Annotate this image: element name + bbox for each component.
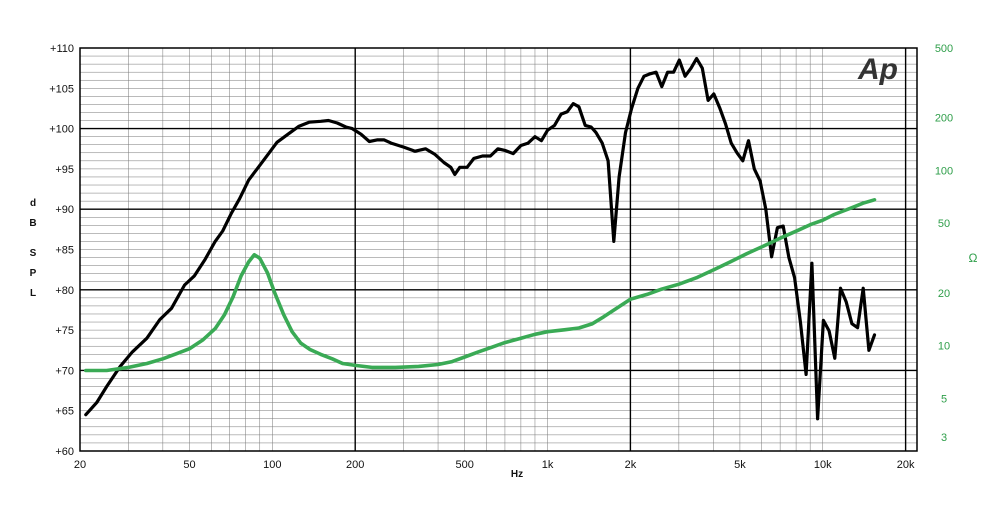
plot-frame (79, 47, 918, 452)
y2-tick-label: 50 (938, 218, 950, 230)
y-axis-label-letter: B (29, 218, 36, 229)
y-tick-label: +110 (50, 43, 74, 55)
x-tick-label: 20 (74, 459, 86, 471)
grid-fine (80, 48, 917, 451)
x-axis-label: Hz (511, 469, 523, 480)
y2-tick-labels: 3 5 10 20 50 100 200 500 (935, 43, 953, 444)
x-tick-label: 2k (625, 459, 637, 471)
y-axis-label: dB SPL (29, 198, 36, 299)
grid-major (80, 48, 917, 451)
y-tick-label: +70 (55, 365, 74, 377)
y-axis-label-letter: S (30, 248, 37, 259)
y-tick-label: +95 (55, 164, 74, 176)
y2-tick-label: 100 (935, 165, 953, 177)
x-tick-label: 5k (734, 459, 746, 471)
y2-tick-label: 20 (938, 288, 950, 300)
y-axis-label-letter: L (30, 288, 36, 299)
y-tick-label: +100 (49, 124, 74, 136)
x-tick-label: 1k (542, 459, 554, 471)
x-tick-label: 10k (814, 459, 832, 471)
x-tick-labels: 20 50 100 200 500 1k 2k 5k 10k 20k (74, 459, 915, 471)
y-tick-label: +65 (55, 406, 74, 418)
y-tick-label: +80 (55, 285, 74, 297)
y2-tick-label: 5 (941, 393, 947, 405)
y-axis-label-letter: P (30, 268, 37, 279)
y-tick-label: +85 (55, 245, 74, 257)
y2-tick-label: 200 (935, 113, 953, 125)
impedance-line (84, 198, 877, 373)
y2-tick-label: 500 (935, 43, 953, 55)
y2-tick-label: 10 (938, 341, 950, 353)
y-tick-label: +90 (55, 204, 74, 216)
y2-tick-label: 3 (941, 432, 947, 444)
y2-axis-label: Ω (969, 251, 978, 265)
x-tick-label: 500 (456, 459, 474, 471)
x-tick-label: 200 (346, 459, 364, 471)
spl-line (84, 56, 877, 421)
x-tick-label: 50 (183, 459, 195, 471)
y-tick-label: +105 (49, 83, 74, 95)
y-tick-label: +60 (55, 446, 74, 458)
series-lines (84, 56, 877, 421)
y-tick-label: +75 (55, 325, 74, 337)
y-axis-label-letter: d (30, 198, 36, 209)
x-tick-label: 20k (897, 459, 915, 471)
ap-logo: Ap (857, 53, 898, 86)
y-tick-labels: +60 +65 +70 +75 +80 +85 +90 +95 +100 +105 +110 (49, 43, 74, 458)
x-tick-label: 100 (263, 459, 281, 471)
